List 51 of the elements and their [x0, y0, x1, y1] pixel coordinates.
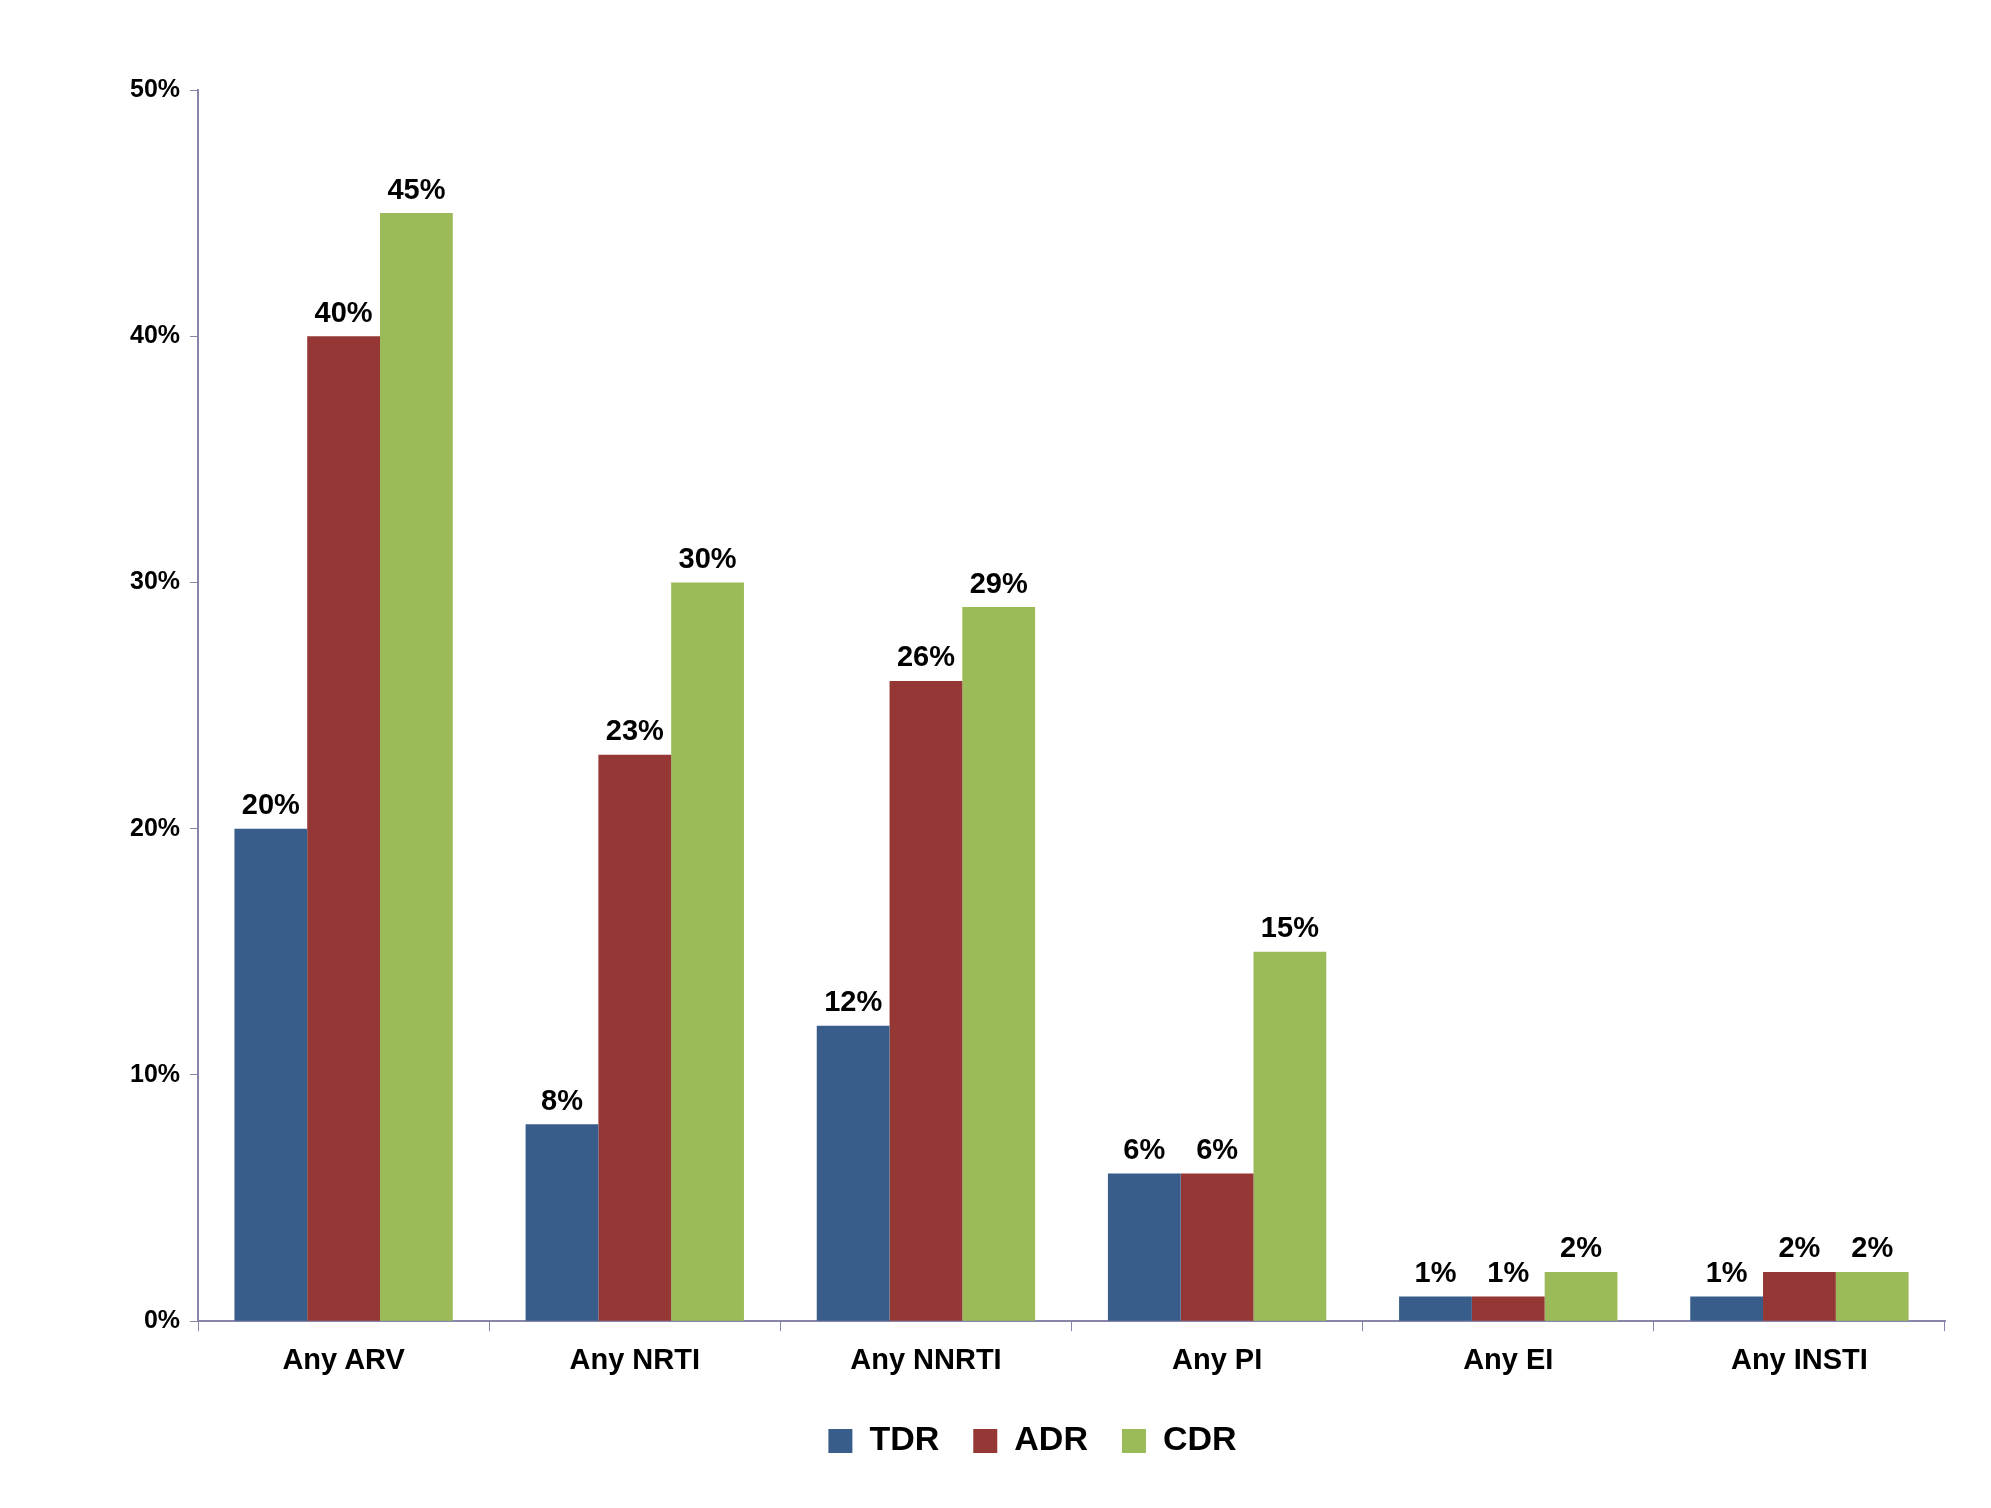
y-tick-label: 50%: [129, 73, 181, 102]
data-label: 2%: [1560, 1231, 1603, 1264]
data-label: 15%: [1260, 911, 1320, 944]
bar: [1180, 1173, 1254, 1321]
bar: [525, 1124, 599, 1321]
bar: [1763, 1271, 1836, 1321]
data-label: 23%: [605, 714, 665, 747]
bar: [1399, 1296, 1472, 1321]
y-tick-label: 0%: [143, 1305, 181, 1334]
data-label: 29%: [969, 566, 1028, 599]
bar: [962, 607, 1036, 1321]
data-label: 1%: [1487, 1256, 1530, 1289]
x-tick-label: Any PI: [1171, 1342, 1263, 1375]
legend-label: CDR: [1162, 1419, 1237, 1458]
x-tick-label: Any NRTI: [569, 1342, 701, 1375]
bar: [234, 828, 308, 1321]
y-tick-label: 10%: [129, 1058, 181, 1087]
data-label: 45%: [387, 172, 446, 205]
data-label: 30%: [678, 541, 737, 574]
data-label: 1%: [1414, 1256, 1457, 1289]
legend-label: TDR: [869, 1419, 940, 1458]
x-tick-label: Any NNRTI: [850, 1342, 1002, 1375]
bar: [1253, 951, 1327, 1321]
legend-label: ADR: [1014, 1419, 1088, 1458]
y-tick-label: 40%: [129, 320, 181, 349]
bar: [1107, 1173, 1181, 1321]
bar: [380, 213, 453, 1321]
data-label: 8%: [541, 1083, 584, 1116]
x-tick-label: Any ARV: [282, 1342, 406, 1375]
y-tick-label: 20%: [129, 812, 181, 841]
data-label: 2%: [1851, 1231, 1894, 1264]
bar: [816, 1025, 890, 1321]
data-label: 6%: [1123, 1132, 1166, 1165]
y-tick-label: 30%: [129, 566, 181, 595]
bar: [1835, 1271, 1909, 1321]
data-label: 12%: [824, 985, 883, 1018]
data-label: 2%: [1778, 1231, 1821, 1264]
bar: [1544, 1271, 1618, 1321]
bar: [307, 336, 381, 1321]
data-label: 1%: [1705, 1256, 1748, 1289]
data-label: 20%: [241, 788, 301, 821]
data-label: 26%: [896, 640, 956, 673]
bar: [671, 582, 744, 1321]
x-tick-label: Any EI: [1463, 1342, 1554, 1375]
bar: [889, 680, 963, 1321]
data-label: 6%: [1196, 1132, 1239, 1165]
bar: [1690, 1296, 1764, 1321]
bar: [598, 754, 672, 1321]
bar: [1471, 1296, 1545, 1321]
data-label: 40%: [314, 295, 373, 328]
x-tick-label: Any INSTI: [1730, 1342, 1868, 1375]
